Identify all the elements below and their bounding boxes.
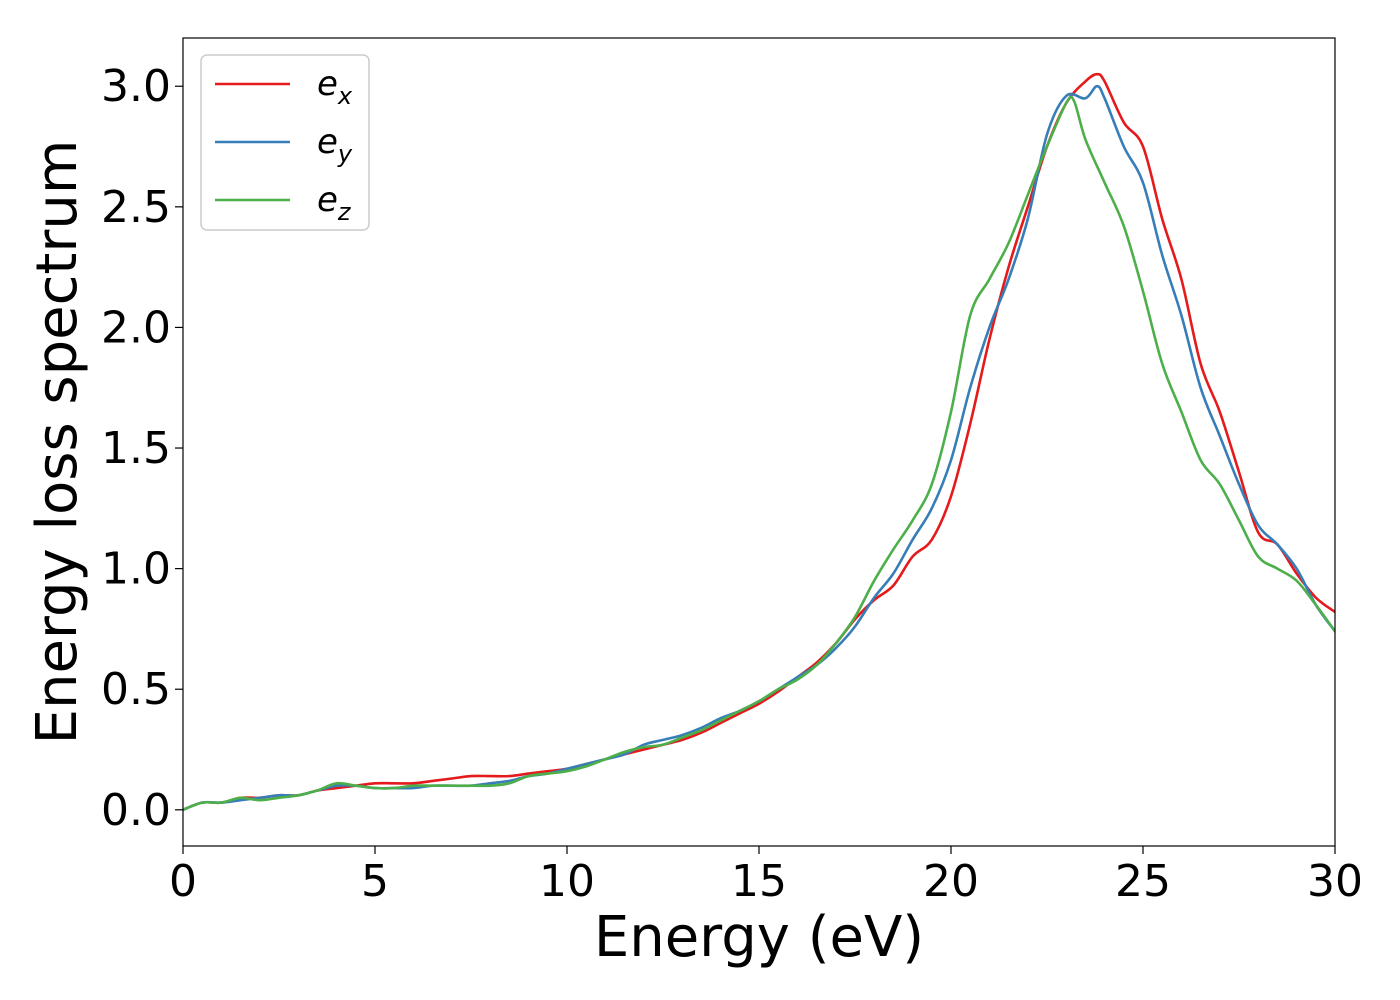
y-tick-label: 2.5 xyxy=(101,182,171,233)
legend-label-ex: ex xyxy=(317,64,353,110)
y-tick-label: 0.5 xyxy=(101,664,171,715)
x-axis: 0 5 10 15 20 25 30 xyxy=(169,846,1363,907)
y-tick-label: 1.0 xyxy=(101,544,171,595)
y-axis: 0.0 0.5 1.0 1.5 2.0 2.5 3.0 xyxy=(101,61,183,836)
y-tick-label: 0.0 xyxy=(101,785,171,836)
series-layer xyxy=(183,72,1335,812)
legend: ex ey ez xyxy=(200,54,370,231)
x-tick-label: 15 xyxy=(731,856,787,907)
legend-label-ez: ez xyxy=(317,180,352,226)
series-line-ex xyxy=(183,72,1335,812)
legend-label-ey: ey xyxy=(317,122,353,168)
x-tick-label: 30 xyxy=(1307,856,1363,907)
x-tick-label: 0 xyxy=(169,856,197,907)
x-tick-label: 5 xyxy=(361,856,389,907)
y-tick-label: 1.5 xyxy=(101,423,171,474)
y-tick-label: 2.0 xyxy=(101,302,171,353)
x-tick-label: 10 xyxy=(539,856,595,907)
x-axis-label: Energy (eV) xyxy=(594,905,924,970)
x-tick-label: 25 xyxy=(1115,856,1171,907)
x-tick-label: 20 xyxy=(923,856,979,907)
y-tick-label: 3.0 xyxy=(101,61,171,112)
y-axis-label: Energy loss spectrum xyxy=(25,140,90,745)
series-line-ez xyxy=(183,95,1335,812)
